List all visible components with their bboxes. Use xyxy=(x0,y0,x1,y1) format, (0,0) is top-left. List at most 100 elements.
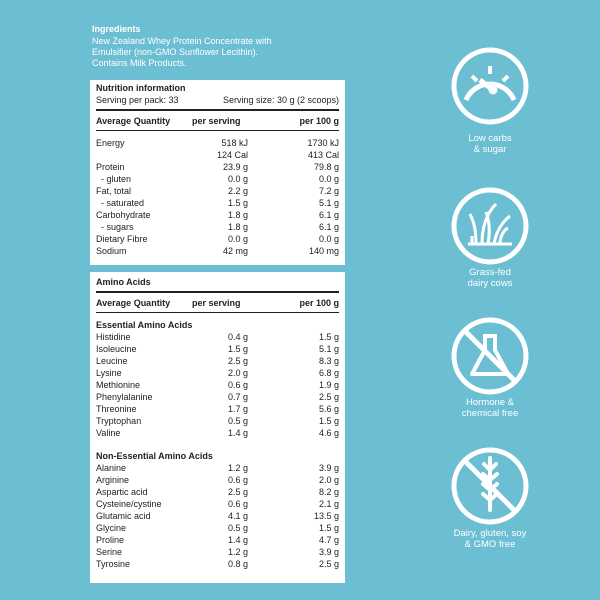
per-100g: 4.7 g xyxy=(318,535,339,545)
serving-per-pack: Serving per pack: 33 xyxy=(96,95,179,105)
table-row: Cysteine/cystine 0.6 g 2.1 g xyxy=(96,498,339,510)
per-100g: 413 Cal xyxy=(307,150,339,160)
badge-line: Low carbs xyxy=(468,133,512,144)
per-100g: 5.6 g xyxy=(318,404,339,414)
header-cell: Average Quantity xyxy=(96,298,171,308)
serving-size: Serving size: 30 g (2 scoops) xyxy=(222,95,339,105)
per-100g: 2.0 g xyxy=(318,475,339,485)
per-serving: 4.1 g xyxy=(227,511,248,521)
per-100g: 1.5 g xyxy=(318,332,339,342)
per-serving: 2.2 g xyxy=(227,186,248,196)
table-row: - sugars 1.8 g 6.1 g xyxy=(96,221,339,233)
badge-line: Hormone & xyxy=(465,397,515,408)
flask-icon xyxy=(451,317,529,395)
per-100g: 8.2 g xyxy=(318,487,339,497)
header-cell: Average Quantity xyxy=(96,116,171,126)
table-row: - gluten 0.0 g 0.0 g xyxy=(96,173,339,185)
table-row: Arginine 0.6 g 2.0 g xyxy=(96,474,339,486)
per-serving: 0.5 g xyxy=(227,416,248,426)
per-serving: 1.4 g xyxy=(227,428,248,438)
row-name: Lysine xyxy=(96,368,122,378)
per-serving: 0.6 g xyxy=(227,475,248,485)
row-name: Tryptophan xyxy=(96,416,142,426)
ingredients-line: Contains Milk Products. xyxy=(92,58,187,68)
table-row: Valine 1.4 g 4.6 g xyxy=(96,427,339,439)
per-100g: 3.9 g xyxy=(318,547,339,557)
header-cell: per serving xyxy=(192,298,241,308)
per-100g: 13.5 g xyxy=(313,511,339,521)
row-name: Serine xyxy=(96,547,123,557)
table-row: Proline 1.4 g 4.7 g xyxy=(96,534,339,546)
per-serving: 1.4 g xyxy=(227,535,248,545)
header-cell: per 100 g xyxy=(299,298,339,308)
per-serving: 0.0 g xyxy=(227,234,248,244)
per-100g: 6.1 g xyxy=(318,210,339,220)
section-title: Non-Essential Amino Acids xyxy=(96,451,213,461)
row-name: Valine xyxy=(96,428,121,438)
table-header: Average Quantity per serving per 100 g xyxy=(96,109,339,131)
ingredients-title: Ingredients xyxy=(92,24,141,34)
per-serving: 1.5 g xyxy=(227,198,248,208)
badge-icons xyxy=(451,47,529,525)
per-serving: 1.8 g xyxy=(227,222,248,232)
row-name: Leucine xyxy=(96,356,128,366)
row-name: Proline xyxy=(96,535,125,545)
per-serving: 518 kJ xyxy=(221,138,248,148)
per-serving: 2.0 g xyxy=(227,368,248,378)
row-name: Isoleucine xyxy=(96,344,137,354)
badge-line: chemical free xyxy=(461,408,519,419)
per-100g: 1.5 g xyxy=(318,416,339,426)
row-name: Glycine xyxy=(96,523,127,533)
per-serving: 0.6 g xyxy=(227,499,248,509)
badge-label: Grass-fed dairy cows xyxy=(430,267,550,289)
gauge-icon xyxy=(451,47,529,125)
per-serving: 1.2 g xyxy=(227,547,248,557)
per-100g: 4.6 g xyxy=(318,428,339,438)
table-row: Alanine 1.2 g 3.9 g xyxy=(96,462,339,474)
table-row: Histidine 0.4 g 1.5 g xyxy=(96,331,339,343)
table-row: Dietary Fibre 0.0 g 0.0 g xyxy=(96,233,339,245)
ingredients: Ingredients New Zealand Whey Protein Con… xyxy=(92,24,272,69)
table-row: Tryptophan 0.5 g 1.5 g xyxy=(96,415,339,427)
per-100g: 79.8 g xyxy=(313,162,339,172)
per-100g: 7.2 g xyxy=(318,186,339,196)
per-serving: 0.0 g xyxy=(227,174,248,184)
row-name: Aspartic acid xyxy=(96,487,148,497)
table-row: Tyrosine 0.8 g 2.5 g xyxy=(96,558,339,570)
per-serving: 23.9 g xyxy=(222,162,248,172)
per-serving: 1.5 g xyxy=(227,344,248,354)
row-name: Protein xyxy=(96,162,125,172)
badge-label: Low carbs & sugar xyxy=(430,133,550,155)
ingredients-line: New Zealand Whey Protein Concentrate wit… xyxy=(92,36,272,46)
per-serving: 124 Cal xyxy=(216,150,248,160)
table-row: Sodium 42 mg 140 mg xyxy=(96,245,339,257)
row-spacer xyxy=(96,149,192,161)
per-100g: 140 mg xyxy=(308,246,339,256)
table-row: Threonine 1.7 g 5.6 g xyxy=(96,403,339,415)
table-row: Fat, total 2.2 g 7.2 g xyxy=(96,185,339,197)
row-name: Carbohydrate xyxy=(96,210,151,220)
badge-line: & GMO free xyxy=(464,539,516,550)
per-serving: 42 mg xyxy=(222,246,248,256)
per-serving: 0.5 g xyxy=(227,523,248,533)
row-name: Alanine xyxy=(96,463,127,473)
per-100g: 6.1 g xyxy=(318,222,339,232)
per-100g: 5.1 g xyxy=(318,198,339,208)
per-serving: 0.4 g xyxy=(227,332,248,342)
table-row: - saturated 1.5 g 5.1 g xyxy=(96,197,339,209)
badge-line: Grass-fed xyxy=(469,267,511,278)
table-row: Protein 23.9 g 79.8 g xyxy=(96,161,339,173)
row-name: - saturated xyxy=(101,198,145,208)
table-row: Serine 1.2 g 3.9 g xyxy=(96,546,339,558)
wheat-icon xyxy=(451,447,529,525)
table-row: Energy 518 kJ 1730 kJ xyxy=(96,137,339,149)
row-name: Sodium xyxy=(96,246,127,256)
table-header: Average Quantity per serving per 100 g xyxy=(96,291,339,313)
badge-label: Hormone & chemical free xyxy=(430,397,550,419)
per-100g: 0.0 g xyxy=(318,174,339,184)
table-row: Leucine 2.5 g 8.3 g xyxy=(96,355,339,367)
per-100g: 8.3 g xyxy=(318,356,339,366)
table-row: Glutamic acid 4.1 g 13.5 g xyxy=(96,510,339,522)
badge-line: dairy cows xyxy=(467,278,513,289)
